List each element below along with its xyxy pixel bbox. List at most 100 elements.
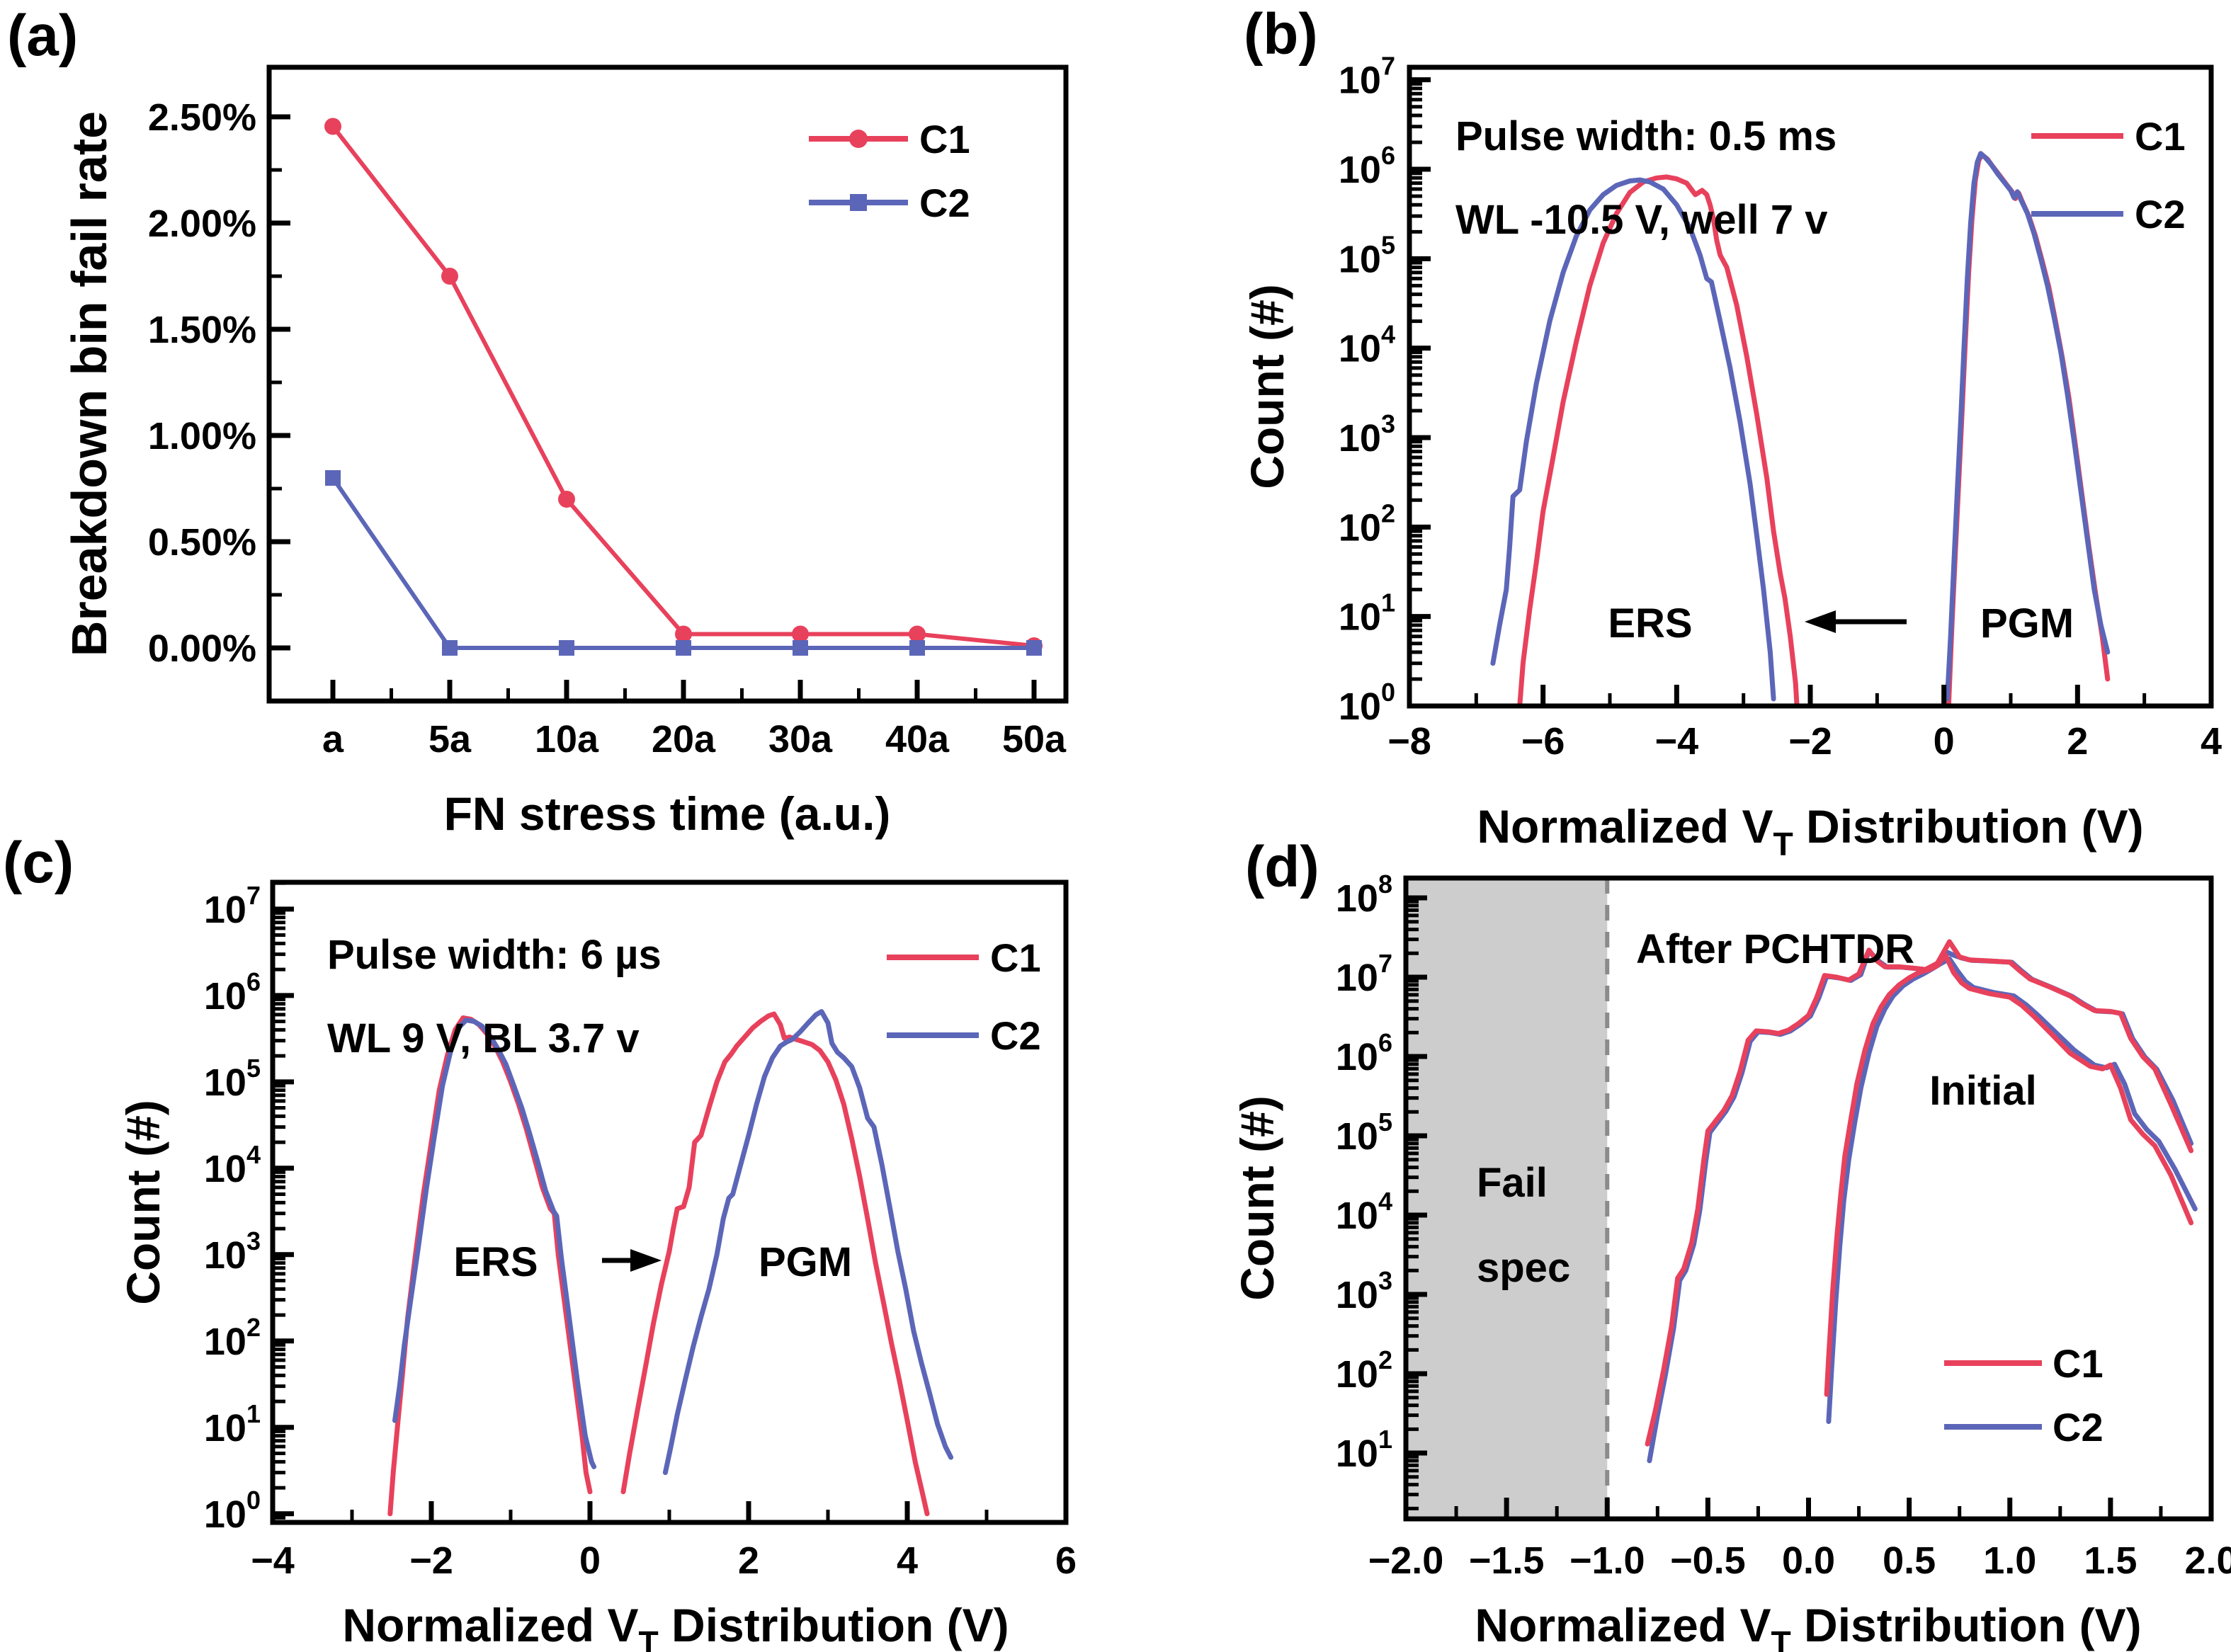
y-axis-title: Count (#) bbox=[1241, 284, 1293, 489]
legend-label-c1: C1 bbox=[990, 935, 1041, 980]
initial-c2-curve bbox=[1826, 956, 2198, 1424]
arrow-head bbox=[630, 1249, 662, 1272]
x-axis-title: Normalized VT​ Distribution (V) bbox=[1475, 1599, 2141, 1652]
x-tick-label: −2 bbox=[1788, 720, 1832, 763]
y-tick-label: 101 bbox=[1336, 1425, 1392, 1475]
y-axis: 101 102 103 104 105 106 107 108 bbox=[1336, 870, 1427, 1510]
y-tick-label: 105 bbox=[1336, 1107, 1392, 1158]
annotation-wl-9-v-bl-3-7-v: WL 9 V, BL 3.7 v bbox=[327, 1015, 640, 1061]
annotation-wl-10-5-v-well-7-v: WL -10.5 V, well 7 v bbox=[1455, 197, 1827, 243]
panel-letter-a: (a) bbox=[7, 4, 79, 68]
y-tick-label: 2.00% bbox=[148, 203, 256, 245]
y-tick-label: 107 bbox=[1336, 949, 1392, 999]
annotation-pulse-width-0-5-ms: Pulse width: 0.5 ms bbox=[1455, 113, 1837, 159]
legend-label-c2: C2 bbox=[919, 181, 970, 225]
x-tick-label: 2 bbox=[738, 1539, 759, 1582]
plot-border bbox=[266, 64, 1069, 704]
fail-rate-c2-marker bbox=[676, 639, 691, 656]
y-tick-label: 0.50% bbox=[148, 521, 256, 564]
y-tick-label: 104 bbox=[1339, 320, 1395, 370]
y-tick-label: 100 bbox=[1339, 678, 1395, 728]
x-axis-title: Normalized VT​ Distribution (V) bbox=[342, 1599, 1009, 1652]
y-axis-title: Count (#) bbox=[1231, 1095, 1283, 1301]
after-pchtdr-c1-curve bbox=[1645, 939, 2194, 1447]
fail-rate-c1-marker bbox=[441, 267, 458, 285]
panel-d: −2.0 −1.5 −1.0 −0.5 0.0 0.5 1.0 1.5 2.0 101 102 103… bbox=[1231, 870, 2231, 1652]
initial-c1-curve bbox=[1824, 952, 2194, 1397]
x-tick-label: 10a bbox=[535, 718, 599, 761]
x-axis: −8 −6 −4 −2 0 2 4 bbox=[1387, 685, 2222, 763]
fail-rate-c1-marker bbox=[675, 625, 692, 643]
fail-rate-c2-marker bbox=[442, 639, 458, 656]
ers-c1-curve bbox=[1517, 174, 1800, 709]
x-tick-label: 0.5 bbox=[1883, 1539, 1936, 1582]
ers-c2-curve bbox=[392, 1018, 597, 1469]
x-tick-label: −1.0 bbox=[1569, 1539, 1645, 1582]
y-tick-label: 107 bbox=[1339, 52, 1395, 102]
fail-rate-c2-marker bbox=[909, 639, 925, 656]
y-tick-label: 1.50% bbox=[148, 309, 256, 351]
y-tick-label: 0.00% bbox=[148, 627, 256, 670]
x-tick-label: 0 bbox=[1934, 720, 1955, 763]
x-tick-label: a bbox=[322, 718, 344, 761]
panel-letter-b: (b) bbox=[1244, 2, 1318, 67]
x-tick-label: −4 bbox=[251, 1539, 295, 1582]
x-tick-label: −1.5 bbox=[1469, 1539, 1545, 1582]
x-axis-title: Normalized VT​ Distribution (V) bbox=[1477, 800, 2143, 862]
arrow-head bbox=[1805, 610, 1836, 633]
y-tick-label: 1.00% bbox=[148, 415, 256, 457]
annotation-after-pchtdr: After PCHTDR bbox=[1636, 926, 1914, 972]
fail-rate-c2-marker bbox=[793, 639, 808, 656]
x-tick-label: 2 bbox=[2067, 720, 2088, 763]
ers-c2-curve bbox=[1490, 177, 1776, 702]
fail-rate-c2-marker bbox=[1026, 639, 1042, 656]
fail-rate-c1-marker bbox=[324, 118, 341, 135]
x-tick-label: 0 bbox=[579, 1539, 601, 1582]
x-tick-label: 0.0 bbox=[1782, 1539, 1835, 1582]
y-axis-title: Count (#) bbox=[117, 1100, 169, 1305]
y-tick-label: 107 bbox=[204, 881, 261, 931]
y-tick-label: 106 bbox=[204, 967, 261, 1018]
x-tick-label: 40a bbox=[885, 718, 950, 761]
y-tick-label: 106 bbox=[1339, 141, 1395, 191]
x-tick-label: −2 bbox=[409, 1539, 453, 1582]
legend-label-c1: C1 bbox=[2053, 1341, 2104, 1386]
x-tick-label: 5a bbox=[428, 718, 472, 761]
y-axis: 100 101 102 103 104 105 106 107 bbox=[204, 881, 294, 1536]
x-tick-label: 2.0 bbox=[2184, 1539, 2231, 1582]
panel-letter-d: (d) bbox=[1245, 835, 1319, 899]
fail-rate-c1-marker bbox=[558, 490, 575, 508]
annotation-initial: Initial bbox=[1929, 1068, 2036, 1114]
legend-marker-c1 bbox=[849, 130, 868, 148]
y-tick-label: 105 bbox=[204, 1054, 261, 1104]
panel-b: −8 −6 −4 −2 0 2 4 100 101 102 103 104 105 106 107 Norma… bbox=[1241, 52, 2222, 862]
y-tick-label: 2.50% bbox=[148, 96, 256, 139]
annotation-pgm: PGM bbox=[1980, 600, 2074, 646]
x-axis-title: FN stress time (a.u.) bbox=[444, 787, 891, 840]
y-tick-label: 102 bbox=[1336, 1345, 1392, 1396]
y-tick-label: 106 bbox=[1336, 1028, 1392, 1078]
y-tick-label: 104 bbox=[1336, 1187, 1392, 1237]
x-tick-label: −0.5 bbox=[1670, 1539, 1746, 1582]
y-axis: 100 101 102 103 104 105 106 107 bbox=[1339, 52, 1431, 728]
x-axis: −2.0 −1.5 −1.0 −0.5 0.0 0.5 1.0 1.5 2.0 bbox=[1368, 1498, 2231, 1582]
y-tick-label: 102 bbox=[1339, 499, 1395, 549]
y-tick-label: 108 bbox=[1336, 870, 1392, 920]
after-pchtdr-c2-curve bbox=[1647, 948, 2194, 1464]
annotation-pulse-width-6-s: Pulse width: 6 µs bbox=[327, 932, 662, 978]
legend: C1 C2 bbox=[887, 935, 1041, 1058]
x-tick-label: −4 bbox=[1655, 720, 1699, 763]
y-axis: 0.00% 0.50% 1.00% 1.50% 2.00% 2.50% bbox=[148, 96, 290, 670]
legend-marker-c2 bbox=[850, 194, 867, 211]
panel-a: a 5a 10a 20a 30a 40a 50a 0.00% 0.50% 1.00% 1.50% 2.… bbox=[62, 64, 1069, 840]
fail-rate-c2-marker bbox=[325, 469, 341, 486]
x-tick-label: 1.5 bbox=[2084, 1539, 2137, 1582]
x-tick-label: 20a bbox=[652, 718, 716, 761]
fail-rate-c2-marker bbox=[559, 639, 574, 656]
y-tick-label: 100 bbox=[204, 1486, 261, 1536]
legend-label-c2: C2 bbox=[990, 1013, 1041, 1058]
y-tick-label: 101 bbox=[204, 1399, 261, 1449]
